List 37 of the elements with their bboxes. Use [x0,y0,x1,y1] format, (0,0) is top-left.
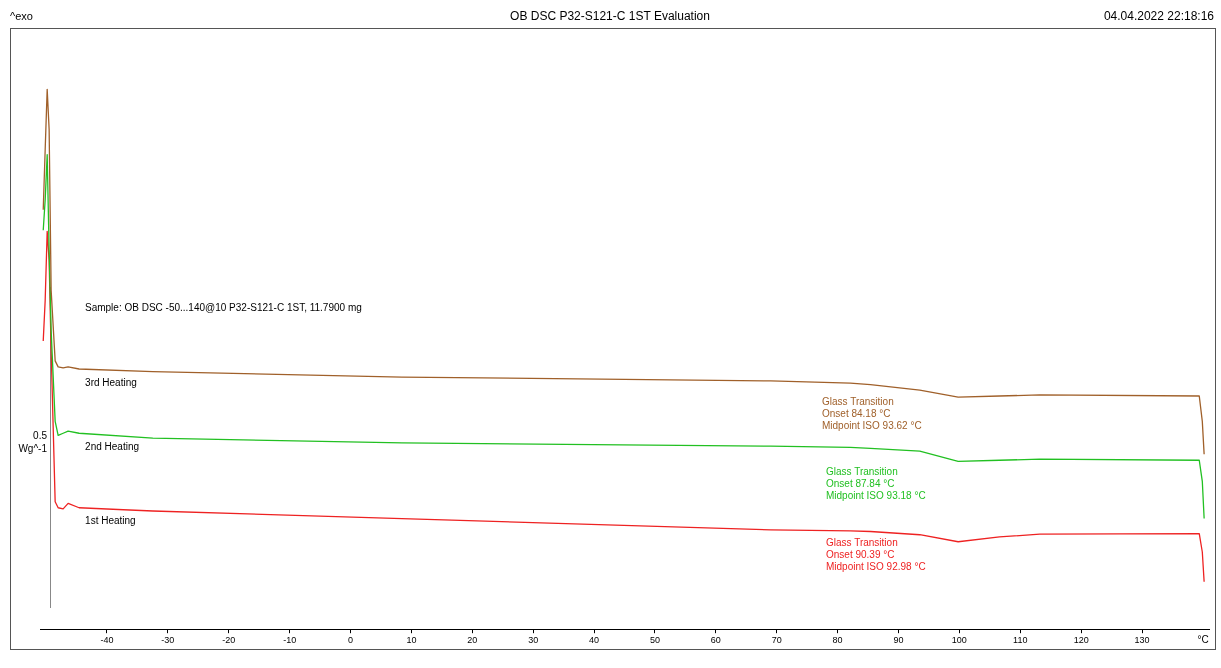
x-tick-label: -30 [161,635,175,646]
x-tick-label: 0 [348,635,354,646]
annotation: Glass Transition [826,465,898,477]
annotation: Midpoint ISO 93.18 °C [826,489,926,501]
annotation: Onset 90.39 °C [826,548,895,560]
y-axis-title: Wg^-1 [18,442,48,454]
text: ^exo [10,10,33,23]
x-axis-title: °C [1197,633,1209,645]
series-label: 3rd Heating [85,376,137,388]
x-tick-label: 50 [649,635,660,646]
x-tick-label: -20 [222,635,236,646]
text: 04.04.2022 22:18:16 [1103,9,1215,24]
annotation: Sample: OB DSC -50...140@10 P32-S121-C 1ST, 11.7900 mg [85,301,362,313]
annotation: Onset 84.18 °C [822,407,891,419]
annotation: Midpoint ISO 92.98 °C [826,560,926,572]
x-tick-label: 80 [832,635,843,646]
annotation: Onset 87.84 °C [826,477,895,489]
x-tick-label: 40 [589,635,600,646]
annotation: 0.5 [33,429,48,441]
annotation: Glass Transition [826,536,898,548]
annotation: Midpoint ISO 93.62 °C [822,419,922,431]
x-tick-label: 130 [1134,635,1150,646]
x-tick-label: 120 [1073,635,1089,646]
chart-title: OB DSC P32-S121-C 1ST Evaluation [510,9,710,24]
x-tick-label: 20 [467,635,478,646]
x-tick-label: 70 [771,635,782,646]
x-tick-label: 100 [951,635,967,646]
x-tick-label: 110 [1013,635,1028,646]
x-tick-label: 10 [406,635,417,646]
x-tick-label: 60 [710,635,721,646]
x-tick-label: 30 [528,635,539,646]
series-label: 1st Heating [85,515,136,527]
x-tick-label: -40 [100,635,114,646]
x-tick-label: -10 [283,635,297,646]
annotation: Glass Transition [822,395,894,407]
x-tick-label: 90 [893,635,904,646]
series-label: 2nd Heating [85,441,140,452]
